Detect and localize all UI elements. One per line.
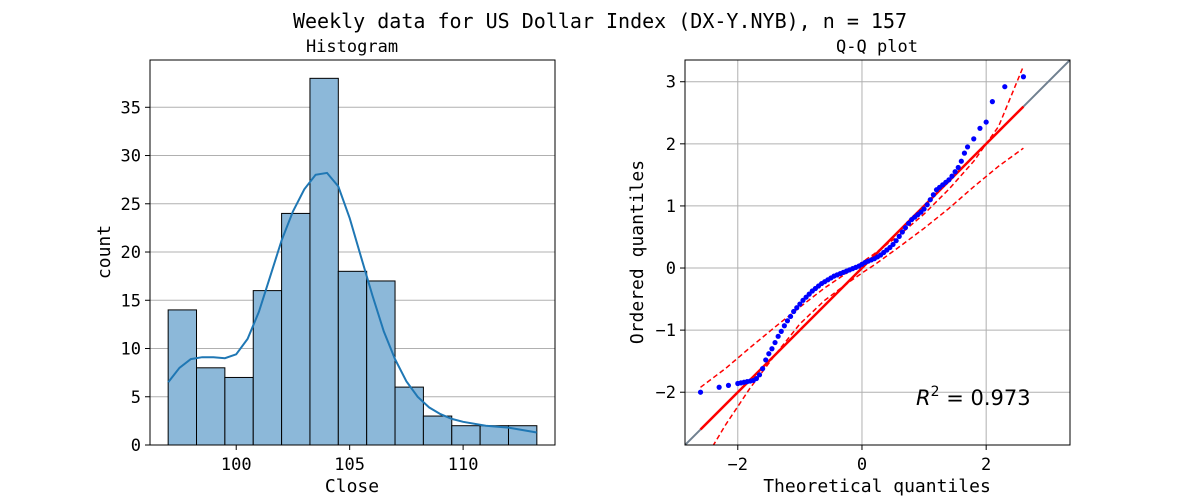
qq-y-tick-label: 2 <box>666 135 676 155</box>
histogram-x-tick-label: 105 <box>334 455 365 475</box>
qq-point <box>964 144 971 150</box>
histogram-bar <box>309 77 339 446</box>
histogram-x-tick-label: 100 <box>221 455 252 475</box>
qq-plot-title: Q-Q plot <box>836 37 918 57</box>
qq-y-ticks: −2 −1 0 1 2 3 <box>656 73 685 403</box>
qq-point <box>921 206 927 212</box>
qq-point <box>952 169 958 175</box>
qq-x-tick-label: 0 <box>857 455 867 475</box>
qq-plot-panel: Q-Q plot −2 0 2 −2 −1 0 1 2 3 Theoretical quant… <box>627 37 1071 497</box>
histogram-y-tick-label: 20 <box>121 243 141 263</box>
qq-point <box>927 197 933 203</box>
histogram-y-ticks: 0 5 10 15 20 25 30 35 <box>121 98 150 456</box>
histogram-bar <box>394 386 424 446</box>
qq-point <box>899 229 905 235</box>
qq-x-tick-label: −2 <box>728 455 748 475</box>
histogram-bar <box>479 425 509 446</box>
histogram-bar <box>196 367 226 446</box>
qq-points <box>697 74 1027 395</box>
qq-point <box>958 158 964 164</box>
qq-point <box>961 150 968 156</box>
histogram-bar <box>451 425 481 446</box>
histogram-y-tick-label: 25 <box>121 195 141 215</box>
qq-point <box>1020 74 1027 80</box>
qq-x-ticks: −2 0 2 <box>728 445 991 475</box>
qq-point <box>775 333 781 339</box>
qq-point <box>787 313 794 320</box>
histogram-bars <box>167 77 538 446</box>
qq-y-tick-label: 1 <box>666 197 676 217</box>
qq-point <box>930 192 936 198</box>
qq-point <box>772 339 778 346</box>
qq-point <box>1002 84 1008 90</box>
qq-point <box>955 164 961 171</box>
qq-point <box>763 357 769 363</box>
histogram-title: Histogram <box>306 37 398 57</box>
qq-point <box>781 323 787 329</box>
histogram-y-tick-label: 5 <box>131 388 141 408</box>
histogram-kde-line <box>167 171 537 434</box>
qq-point <box>896 233 902 239</box>
qq-point <box>791 308 797 315</box>
qq-point <box>890 241 896 248</box>
histogram-y-axis-label: count <box>94 225 115 279</box>
qq-y-tick-label: −2 <box>656 383 676 403</box>
qq-point <box>983 119 989 125</box>
qq-point <box>893 238 899 244</box>
histogram-panel: Histogram 100 105 110 0 5 10 15 20 25 30 35 Close… <box>94 37 556 497</box>
histogram-y-tick-label: 15 <box>121 291 141 311</box>
qq-point <box>766 351 772 357</box>
qq-point <box>946 177 952 183</box>
qq-point <box>971 136 977 142</box>
qq-point <box>989 99 995 105</box>
qq-r-exponent: 2 <box>931 384 940 400</box>
qq-point <box>902 225 909 231</box>
qq-y-tick-label: 0 <box>666 259 676 279</box>
histogram-bar <box>337 270 368 446</box>
histogram-bar <box>366 280 396 446</box>
qq-point <box>905 220 912 226</box>
histogram-bar <box>281 212 311 446</box>
qq-point <box>725 382 732 388</box>
qq-axes-frame <box>684 59 1071 446</box>
qq-point <box>977 125 983 131</box>
qq-point <box>778 328 784 334</box>
figure-suptitle: Weekly data for US Dollar Index (DX-Y.NY… <box>293 9 907 33</box>
histogram-y-tick-label: 0 <box>131 436 141 456</box>
histogram-bar <box>422 415 453 446</box>
qq-r-symbol: R <box>916 386 931 410</box>
qq-r-value: = 0.973 <box>940 386 1031 410</box>
qq-point <box>697 389 704 395</box>
qq-point <box>797 301 803 307</box>
qq-point <box>769 346 775 352</box>
qq-point <box>924 202 930 208</box>
histogram-x-ticks: 100 105 110 <box>221 445 479 475</box>
qq-x-axis-label: Theoretical quantiles <box>763 476 991 497</box>
qq-r-squared-annotation: R2 = 0.973 <box>916 384 1031 410</box>
qq-point <box>949 173 955 179</box>
histogram-x-tick-label: 110 <box>448 455 479 475</box>
qq-y-tick-label: 3 <box>666 73 676 93</box>
qq-y-tick-label: −1 <box>656 321 676 341</box>
qq-point <box>753 375 760 382</box>
qq-y-axis-label: Ordered quantiles <box>627 160 648 344</box>
qq-point <box>794 305 800 311</box>
qq-plot-gridlines <box>685 60 1070 445</box>
qq-point <box>756 372 763 378</box>
qq-point <box>784 318 791 324</box>
qq-point <box>760 366 766 372</box>
histogram-bar <box>224 376 254 446</box>
histogram-y-tick-label: 35 <box>121 98 141 118</box>
qq-x-tick-label: 2 <box>981 455 991 475</box>
histogram-y-tick-label: 30 <box>121 147 141 167</box>
histogram-x-axis-label: Close <box>325 476 379 497</box>
histogram-y-tick-label: 10 <box>121 340 141 360</box>
qq-fit-line <box>699 105 1025 431</box>
qq-point <box>716 384 722 390</box>
